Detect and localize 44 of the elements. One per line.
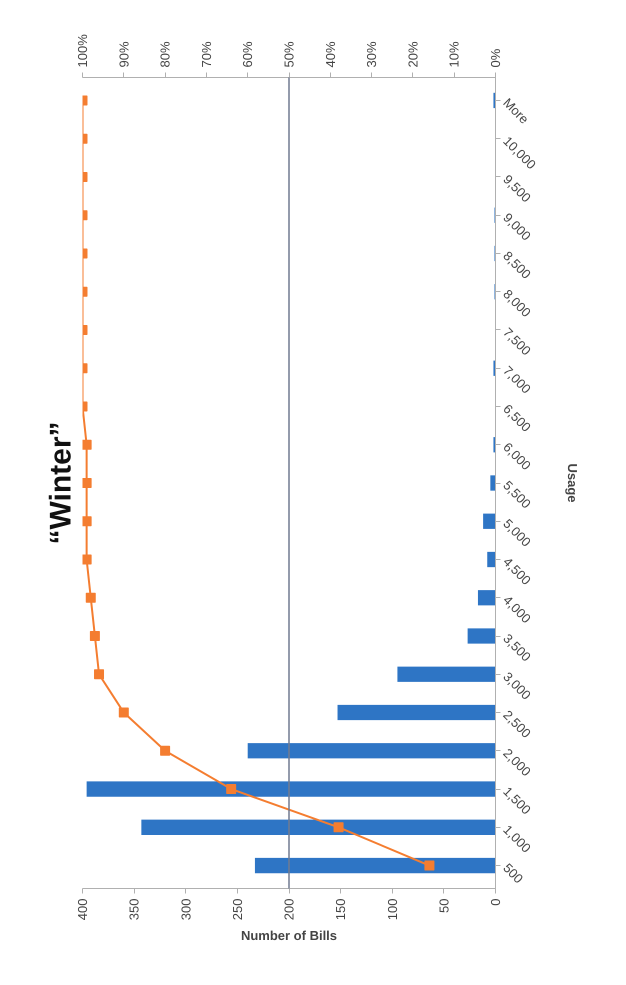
bar (248, 743, 496, 758)
x2-tick-label: 90% (116, 41, 132, 68)
x2-tick-label: 30% (364, 41, 380, 68)
x-tick-label: 300 (178, 898, 194, 920)
bar (487, 552, 496, 568)
x2-tick-label: 80% (158, 41, 173, 68)
point (82, 554, 92, 565)
x2-tick-label: 0% (488, 48, 503, 68)
bar (141, 820, 496, 835)
y-tick-label: 500 (500, 860, 526, 886)
x2-tick-label: 20% (405, 41, 420, 68)
point (424, 860, 434, 871)
x-tick-label: 250 (230, 898, 245, 920)
point (118, 708, 129, 718)
text: “Winter” (44, 421, 78, 545)
bar (397, 666, 496, 682)
x-tick-label: 350 (126, 898, 142, 920)
bar (483, 514, 496, 529)
bar (86, 781, 496, 797)
bar (478, 590, 496, 606)
x2-tick-label: 10% (446, 41, 462, 68)
x-tick-label: 200 (282, 898, 296, 920)
point (82, 478, 92, 488)
y-axis-title: Usage (565, 463, 580, 503)
x2-tick-label: 40% (322, 41, 338, 68)
bar (254, 858, 496, 874)
x2-tick-label: 60% (240, 41, 256, 68)
point (334, 822, 344, 832)
x-tick-label: 400 (75, 898, 90, 920)
bar (338, 704, 496, 720)
x-tick-label: 150 (333, 898, 348, 920)
bar (468, 628, 496, 644)
x2-tick-label: 70% (198, 41, 214, 68)
point (82, 440, 92, 450)
point (82, 516, 92, 526)
x2-tick-label: 100% (75, 34, 90, 68)
x-axis-title: Number of Bills (240, 928, 338, 944)
point (226, 784, 236, 794)
point (160, 746, 170, 756)
point (94, 669, 104, 680)
x2-tick-label: 50% (282, 41, 296, 68)
x-tick-label: 0 (488, 898, 503, 906)
x-tick-label: 50 (436, 898, 452, 913)
x-tick-label: 100 (384, 898, 400, 920)
